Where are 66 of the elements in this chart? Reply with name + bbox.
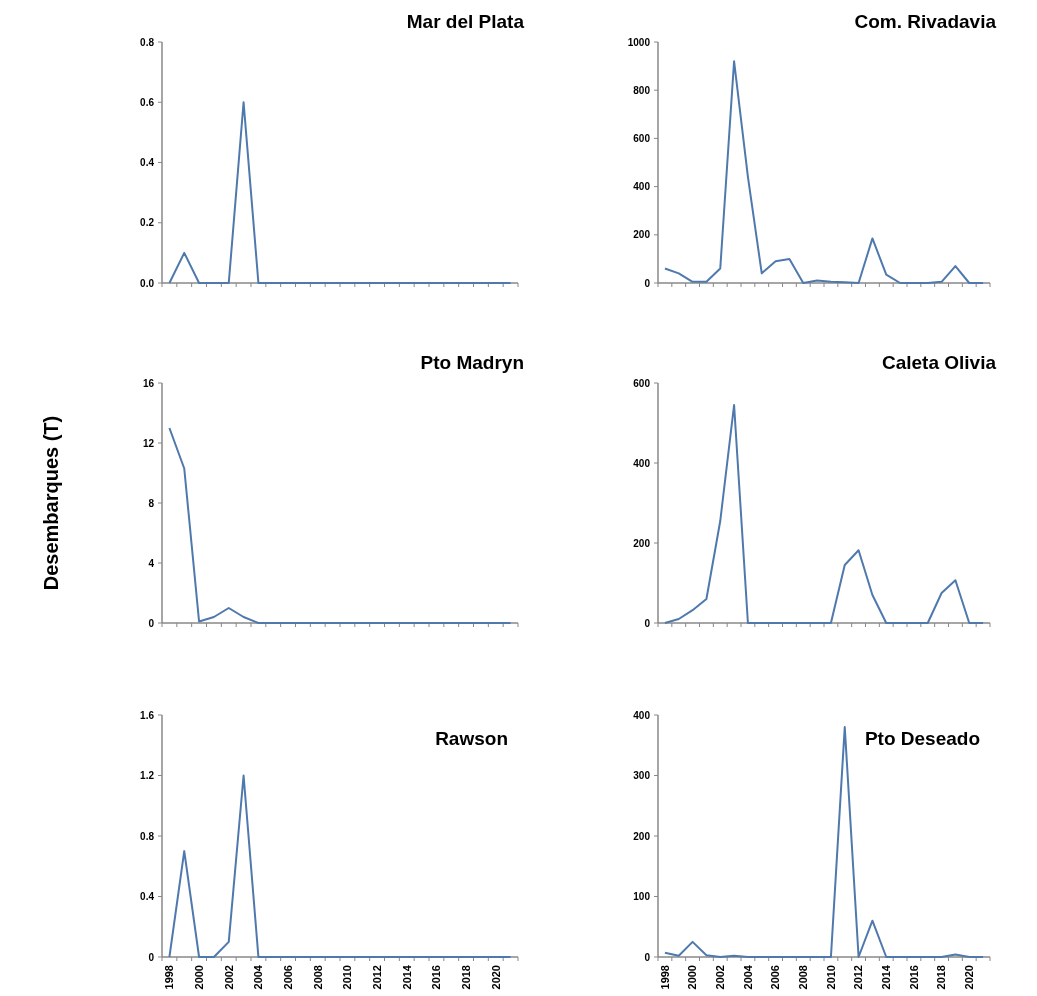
y-tick-label: 200 xyxy=(633,830,651,842)
y-tick-label: 1.2 xyxy=(140,770,155,781)
line-series xyxy=(663,726,985,958)
y-axis-title: Desembarques (T) xyxy=(40,415,62,591)
x-tick-label: 2020 xyxy=(963,965,976,990)
y-tick-label: 0 xyxy=(644,951,651,963)
y-tick-label: 200 xyxy=(633,229,651,241)
y-tick-label: 100 xyxy=(633,891,651,902)
x-tick-label: 2014 xyxy=(880,964,893,990)
y-tick-label: 400 xyxy=(633,457,651,469)
x-tick-label: 2016 xyxy=(907,965,920,990)
text: Rawson xyxy=(435,728,508,749)
y-tick-label: 1.6 xyxy=(140,709,155,721)
y-tick-label: 0.8 xyxy=(140,36,155,48)
x-tick-label: 2010 xyxy=(341,965,354,990)
y-tick-label: 300 xyxy=(633,770,651,781)
y-tick-label: 16 xyxy=(142,377,155,389)
line-series xyxy=(168,427,512,624)
chart-title: Pto Madryn xyxy=(420,352,524,373)
x-tick-label: 2010 xyxy=(824,965,837,990)
line-series xyxy=(168,774,512,958)
y-tick-label: 0.8 xyxy=(140,830,155,842)
x-tick-label: 2016 xyxy=(430,965,443,990)
y-tick-label: 0 xyxy=(148,951,155,963)
y-tick-label: 0.0 xyxy=(140,277,155,289)
x-tick-label: 2012 xyxy=(370,965,383,990)
y-tick-label: 400 xyxy=(633,709,651,721)
x-tick-label: 2014 xyxy=(400,964,413,990)
text: Pto Deseado xyxy=(864,728,980,749)
x-tick-label: 2000 xyxy=(192,965,205,990)
line-series xyxy=(663,60,985,284)
y-tick-label: 1000 xyxy=(627,36,651,48)
x-tick-label: 2008 xyxy=(311,965,324,990)
x-tick-label: 2006 xyxy=(769,965,782,990)
line-series xyxy=(663,404,985,624)
y-tick-label: 0 xyxy=(644,277,651,289)
x-tick-label: 2004 xyxy=(741,964,754,990)
chart-title: Mar del Plata xyxy=(406,11,525,32)
y-tick-label: 4 xyxy=(148,557,155,569)
y-tick-label: 200 xyxy=(633,537,651,549)
x-tick-label: 1998 xyxy=(163,965,176,990)
x-tick-label: 2000 xyxy=(686,965,699,990)
y-tick-label: 600 xyxy=(633,377,651,389)
y-tick-label: 0.6 xyxy=(140,96,155,108)
y-tick-label: 8 xyxy=(148,497,155,509)
y-tick-label: 800 xyxy=(633,84,651,96)
chart-title: Caleta Olivia xyxy=(881,352,997,373)
x-tick-label: 2018 xyxy=(459,965,472,990)
x-tick-label: 2012 xyxy=(852,965,865,990)
chart-title: Com. Rivadavia xyxy=(854,11,997,32)
x-tick-label: 2002 xyxy=(714,965,727,990)
x-tick-label: 2002 xyxy=(222,965,235,990)
x-tick-label: 2020 xyxy=(489,965,502,990)
x-tick-label: 2018 xyxy=(935,965,948,990)
y-tick-label: 600 xyxy=(633,132,651,144)
y-tick-label: 0 xyxy=(148,617,155,629)
y-tick-label: 400 xyxy=(633,181,651,193)
y-tick-label: 12 xyxy=(142,437,155,449)
x-tick-label: 2004 xyxy=(252,964,265,990)
x-tick-label: 1998 xyxy=(658,965,671,990)
y-tick-label: 0.2 xyxy=(140,217,155,229)
x-tick-label: 2008 xyxy=(797,965,810,990)
y-tick-label: 0 xyxy=(644,617,651,629)
y-tick-label: 0.4 xyxy=(140,157,155,168)
x-tick-label: 2006 xyxy=(281,965,294,990)
y-tick-label: 0.4 xyxy=(140,891,155,902)
